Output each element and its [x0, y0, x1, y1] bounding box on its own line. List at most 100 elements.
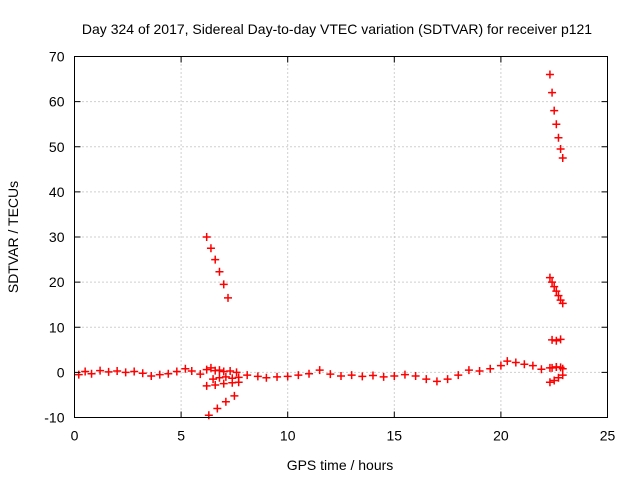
x-tick-label: 15 — [387, 428, 403, 444]
data-point — [232, 368, 241, 377]
data-point — [221, 397, 230, 406]
data-point — [204, 411, 213, 420]
data-point — [548, 278, 557, 287]
data-point — [347, 371, 356, 380]
data-point — [400, 370, 409, 379]
y-tick-label: 10 — [49, 319, 65, 335]
data-point — [305, 369, 314, 378]
grid-lines — [74, 56, 608, 418]
data-point — [172, 367, 181, 376]
y-tick-label: 40 — [49, 184, 65, 200]
data-point — [87, 369, 96, 378]
data-point — [164, 369, 173, 378]
data-point — [81, 367, 90, 376]
data-point — [206, 363, 215, 372]
data-point — [121, 368, 130, 377]
data-point — [221, 372, 230, 381]
x-tick-label: 20 — [493, 428, 509, 444]
data-point — [558, 299, 567, 308]
data-point — [358, 372, 367, 381]
data-point — [550, 282, 559, 291]
data-point — [554, 133, 563, 142]
data-point — [206, 244, 215, 253]
data-point — [545, 378, 554, 387]
y-tick-label: 20 — [49, 274, 65, 290]
data-point — [211, 381, 220, 390]
x-tick-label: 25 — [600, 428, 616, 444]
y-tick-label: -10 — [44, 410, 64, 426]
data-point — [294, 371, 303, 380]
data-point — [545, 273, 554, 282]
data-point — [224, 293, 233, 302]
data-point — [213, 404, 222, 413]
data-point — [337, 371, 345, 380]
data-point — [283, 372, 292, 381]
y-tick-label: 0 — [57, 364, 65, 380]
plot-frame — [74, 56, 608, 418]
y-axis-label: SDTVAR / TECUs — [5, 181, 21, 293]
data-point — [556, 335, 565, 344]
data-point — [262, 373, 271, 382]
data-point — [215, 366, 224, 375]
data-point — [243, 371, 252, 380]
data-point — [528, 361, 537, 370]
data-point — [390, 371, 399, 380]
data-point — [196, 370, 205, 379]
data-point — [550, 106, 559, 115]
data-point — [130, 367, 139, 376]
data-point — [226, 367, 235, 376]
data-point — [496, 361, 505, 370]
data-point — [422, 375, 431, 384]
data-point — [548, 335, 557, 344]
data-point — [147, 371, 156, 380]
data-point — [552, 287, 561, 296]
data-point — [552, 336, 561, 345]
data-point — [548, 88, 557, 97]
x-axis-label: GPS time / hours — [287, 457, 394, 473]
data-point — [556, 363, 565, 372]
data-point — [550, 376, 559, 385]
data-points — [74, 70, 567, 420]
x-tick-label: 5 — [177, 428, 185, 444]
data-point — [113, 367, 122, 376]
data-point — [138, 369, 147, 378]
data-point — [202, 381, 211, 390]
data-point — [503, 357, 512, 366]
data-point — [554, 373, 563, 382]
y-tick-label: 50 — [49, 139, 65, 155]
data-point — [464, 366, 473, 375]
data-point — [215, 373, 224, 382]
data-point — [520, 360, 529, 369]
data-point — [211, 255, 220, 264]
x-tick-label: 10 — [280, 428, 296, 444]
data-point — [558, 371, 567, 380]
data-point — [545, 70, 554, 79]
data-point — [475, 367, 484, 376]
data-point — [155, 370, 164, 379]
data-point — [326, 370, 335, 379]
data-point — [556, 145, 565, 154]
data-point — [104, 367, 113, 376]
data-point — [96, 366, 105, 375]
data-point — [554, 291, 563, 300]
data-point — [230, 391, 239, 400]
data-point — [202, 365, 211, 374]
data-point — [454, 371, 463, 380]
data-point — [219, 379, 228, 388]
data-point — [219, 280, 228, 289]
data-point — [511, 358, 520, 367]
y-tick-label: 70 — [49, 49, 65, 65]
data-point — [411, 371, 420, 380]
data-point — [552, 120, 561, 129]
data-point — [432, 377, 441, 386]
y-tick-label: 60 — [49, 94, 65, 110]
data-point — [209, 375, 218, 384]
data-point — [215, 267, 224, 276]
data-point — [443, 375, 452, 384]
data-point — [181, 364, 190, 373]
data-point — [548, 363, 557, 372]
x-tick-label: 0 — [71, 428, 79, 444]
data-point — [202, 233, 211, 241]
data-point — [379, 372, 388, 381]
